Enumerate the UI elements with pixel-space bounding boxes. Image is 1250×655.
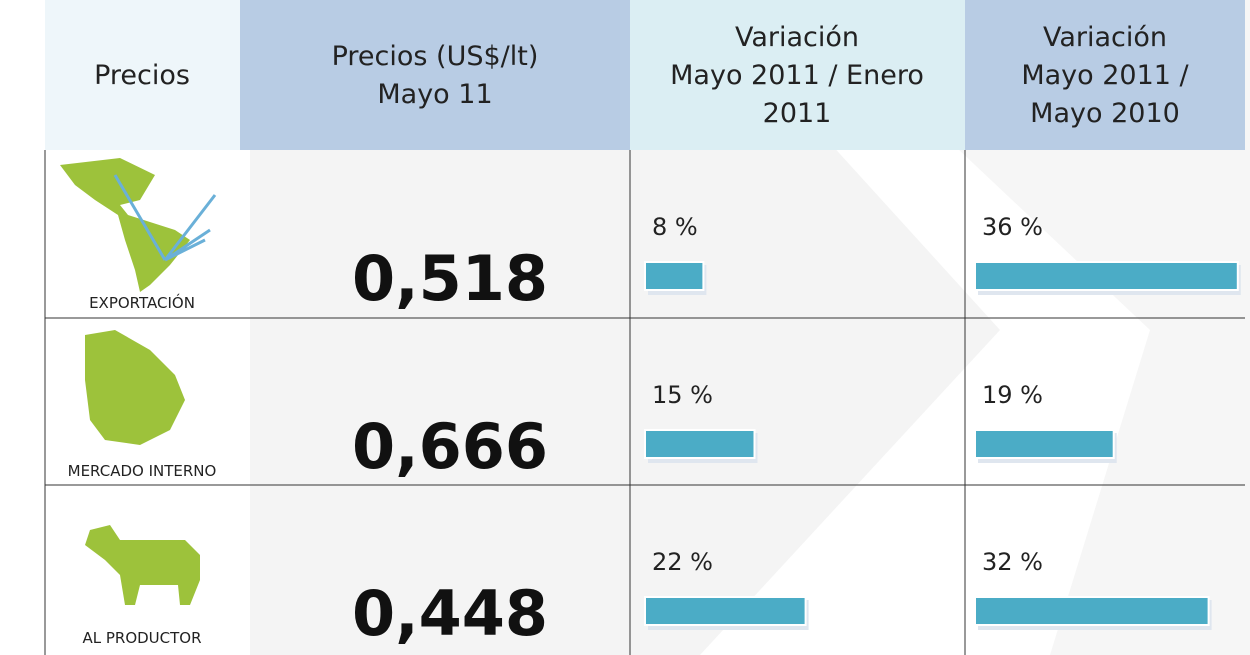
percent-label: 8 % [652, 213, 698, 241]
header-label: Variación Mayo 2011 /Mayo 2010 [1021, 22, 1189, 129]
price: 0,666 [352, 410, 548, 483]
icon-uruguay [85, 330, 185, 445]
icon-americas [60, 158, 217, 292]
icon-cow [85, 525, 200, 605]
watermark [800, 0, 1250, 655]
header-label: Precios [94, 60, 190, 91]
bar [644, 596, 807, 626]
bar [644, 261, 705, 291]
percent-label: 15 % [652, 381, 713, 409]
price: 0,518 [352, 242, 548, 315]
row-label: MERCADO INTERNO [68, 462, 217, 480]
percent-label: 36 % [982, 213, 1043, 241]
watermark [250, 0, 1000, 655]
row-label: AL PRODUCTOR [82, 629, 201, 647]
row-label: EXPORTACIÓN [89, 293, 195, 312]
header-cell [965, 0, 1245, 150]
bar [974, 596, 1210, 626]
header-cell [630, 0, 965, 150]
header-label: Variación Mayo 2011 / Enero 2011 [670, 22, 924, 129]
header-cell [45, 0, 240, 150]
bar [974, 261, 1239, 291]
header-label: Precios (US$/lt) Mayo 11 [332, 41, 539, 110]
percent-label: 22 % [652, 548, 713, 576]
price: 0,448 [352, 577, 548, 650]
percent-label: 19 % [982, 381, 1043, 409]
header-cell [240, 0, 630, 150]
bar [974, 429, 1115, 459]
percent-label: 32 % [982, 548, 1043, 576]
bar [644, 429, 756, 459]
